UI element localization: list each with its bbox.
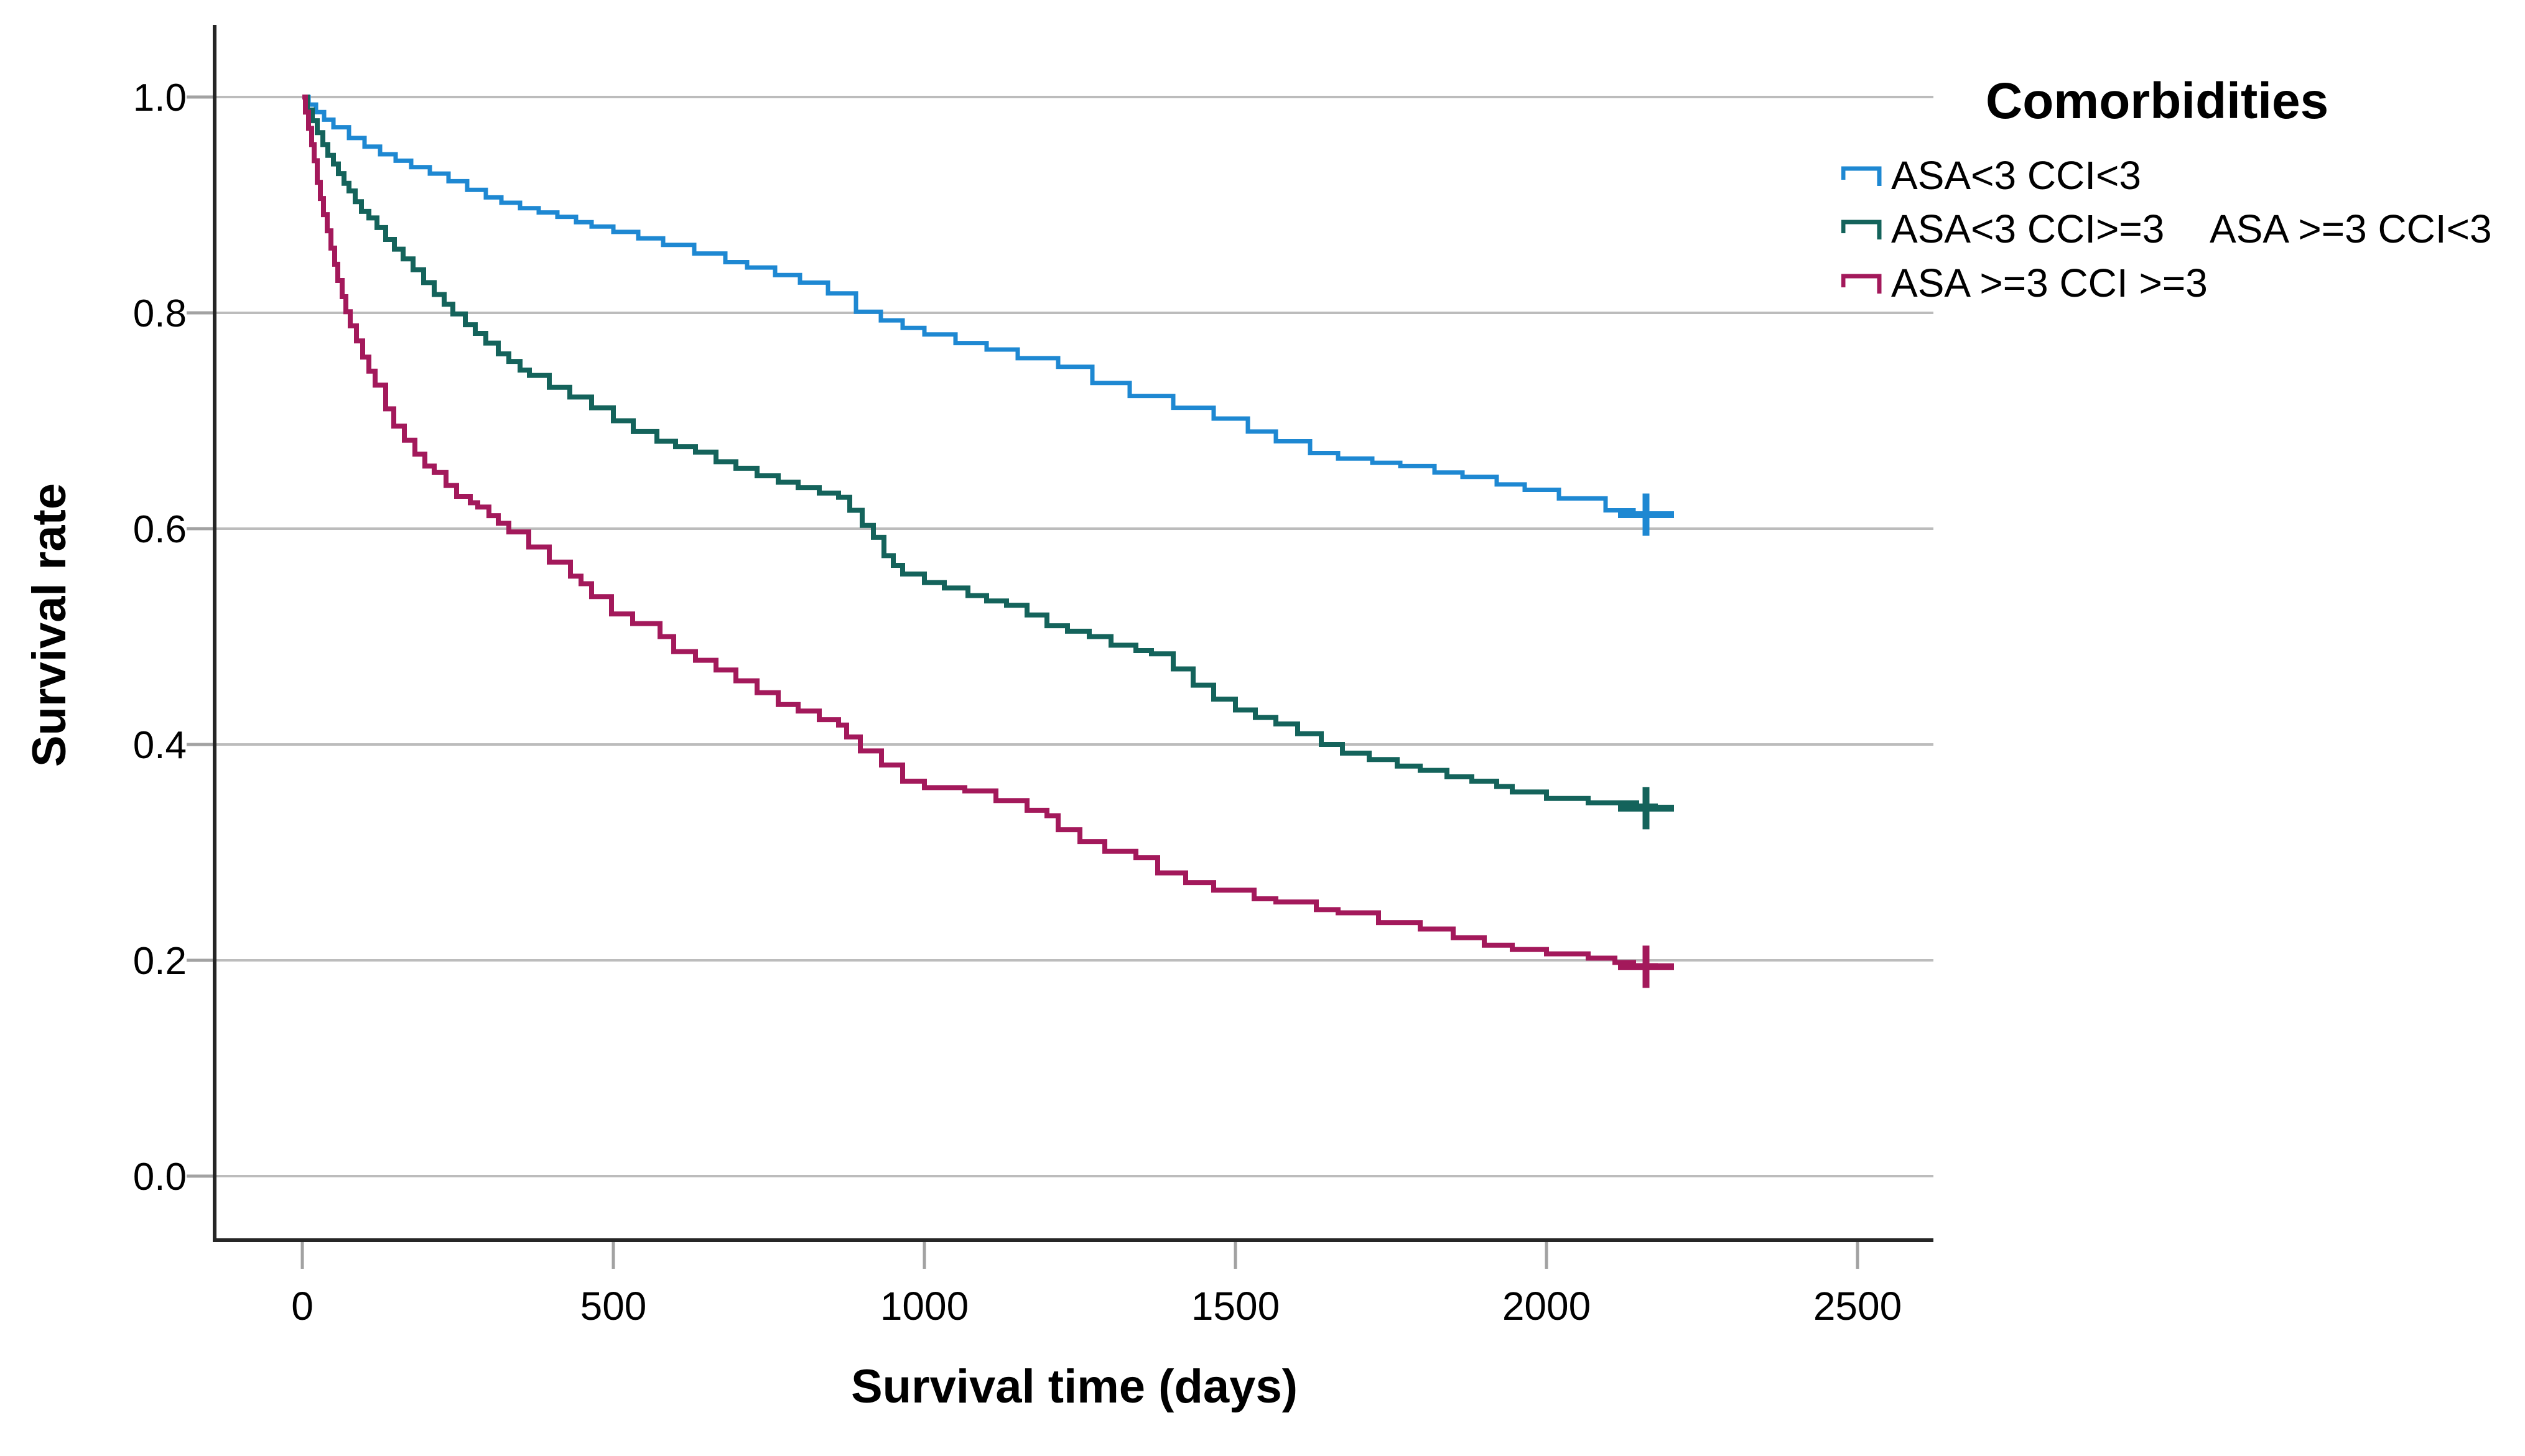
survival-curve-asa-lt3-cci-ge3 xyxy=(302,95,1658,809)
x-tick-label: 0 xyxy=(291,1284,314,1328)
x-tick-label: 2500 xyxy=(1813,1284,1902,1328)
legend-label: ASA >=3 CCI >=3 xyxy=(1891,261,2208,305)
y-tick-label: 0.6 xyxy=(133,508,187,551)
legend-label: ASA<3 CCI<3 xyxy=(1891,153,2141,198)
survival-curve-asa-ge3-cci-ge3 xyxy=(302,95,1658,968)
x-tick-label: 2000 xyxy=(1502,1284,1591,1328)
legend-label-extra: ASA >=3 CCI<3 xyxy=(2210,206,2492,251)
x-tick-label: 1500 xyxy=(1191,1284,1280,1328)
step-curve-icon xyxy=(1841,220,1882,239)
survival-curve-asa-lt3-cci-lt3 xyxy=(302,95,1658,516)
step-curve-icon xyxy=(1841,274,1882,294)
legend-title: Comorbidities xyxy=(1986,73,2329,129)
gridlines xyxy=(215,96,1933,1177)
axes xyxy=(213,25,1933,1242)
y-tick-label: 1.0 xyxy=(133,77,187,119)
censor-marks xyxy=(1618,493,1674,988)
y-axis-ticks xyxy=(187,95,215,1178)
step-curve-icon xyxy=(1841,166,1882,186)
legend-label: ASA<3 CCI>=3 xyxy=(1891,206,2165,251)
x-tick-label: 1000 xyxy=(880,1284,969,1328)
x-tick-label: 500 xyxy=(580,1284,647,1328)
y-tick-label: 0.0 xyxy=(133,1156,187,1199)
x-axis-ticks xyxy=(300,1242,1859,1269)
y-axis-title: Survival rate xyxy=(23,483,76,767)
x-axis-title: Survival time (days) xyxy=(850,1360,1298,1413)
y-tick-label: 0.4 xyxy=(133,724,187,767)
y-tick-label: 0.2 xyxy=(133,940,187,983)
y-tick-label: 0.8 xyxy=(133,292,187,335)
